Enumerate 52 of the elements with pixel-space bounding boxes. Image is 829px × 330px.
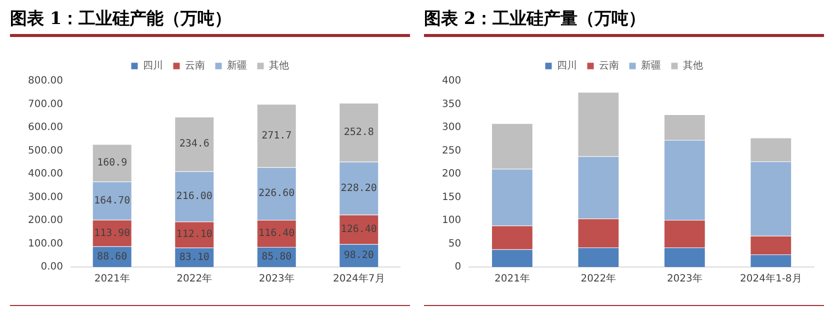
data-label: 88.60 xyxy=(97,251,128,262)
x-tick-label: 2024年7月 xyxy=(332,272,385,285)
chart-title: 图表 1：工业硅产能（万吨） xyxy=(10,8,233,31)
x-tick-label: 2022年 xyxy=(580,272,616,285)
y-tick-label: 200 xyxy=(442,168,462,180)
legend-label: 云南 xyxy=(185,60,205,72)
legend-label: 其他 xyxy=(269,60,289,72)
data-label: 226.60 xyxy=(258,188,295,200)
data-label: 83.10 xyxy=(179,252,210,263)
y-tick-label: 800.00 xyxy=(28,76,63,87)
y-tick-label: 100 xyxy=(442,215,462,226)
y-tick-label: 350 xyxy=(442,98,462,110)
legend-label: 四川 xyxy=(143,60,163,72)
legend-label: 四川 xyxy=(557,60,577,72)
data-label: 85.80 xyxy=(262,252,292,263)
y-tick-label: 50 xyxy=(448,238,462,250)
data-label: 116.40 xyxy=(258,228,295,240)
data-label: 113.90 xyxy=(94,228,130,239)
x-tick-label: 2022年 xyxy=(176,272,212,285)
data-label: 252.8 xyxy=(344,126,374,138)
y-tick-label: 200.00 xyxy=(28,215,63,226)
y-tick-label: 400.00 xyxy=(28,168,63,180)
y-tick-label: 700.00 xyxy=(28,98,63,110)
x-tick-label: 2023年 xyxy=(258,272,294,285)
y-tick-label: 600.00 xyxy=(28,122,63,134)
y-tick-label: 500.00 xyxy=(28,145,63,156)
data-label: 126.40 xyxy=(340,224,377,236)
x-tick-label: 2021年 xyxy=(494,272,530,285)
data-label: 234.6 xyxy=(179,138,210,150)
y-tick-label: 300 xyxy=(442,122,462,134)
data-label: 112.10 xyxy=(176,229,212,240)
y-tick-label: 0.00 xyxy=(40,262,63,273)
legend-label: 其他 xyxy=(683,60,703,72)
y-tick-label: 400 xyxy=(442,76,462,87)
y-tick-label: 150 xyxy=(442,192,462,203)
x-tick-label: 2024年1-8月 xyxy=(740,272,802,285)
data-label: 228.20 xyxy=(340,182,377,194)
y-tick-label: 0 xyxy=(454,262,462,273)
legend-label: 新疆 xyxy=(227,60,247,72)
y-tick-label: 250 xyxy=(442,145,462,156)
data-label: 164.70 xyxy=(94,195,130,206)
data-label: 271.7 xyxy=(262,130,292,142)
data-label: 160.9 xyxy=(97,158,128,169)
chart-title: 图表 2：工业硅产量（万吨） xyxy=(424,8,647,31)
legend-label: 云南 xyxy=(599,60,619,72)
y-tick-label: 300.00 xyxy=(28,192,63,203)
y-tick-label: 100.00 xyxy=(28,238,63,250)
x-tick-label: 2021年 xyxy=(94,272,130,285)
x-tick-label: 2023年 xyxy=(666,272,702,285)
legend-label: 新疆 xyxy=(641,60,661,72)
data-label: 98.20 xyxy=(344,250,374,262)
data-label: 216.00 xyxy=(176,191,212,202)
